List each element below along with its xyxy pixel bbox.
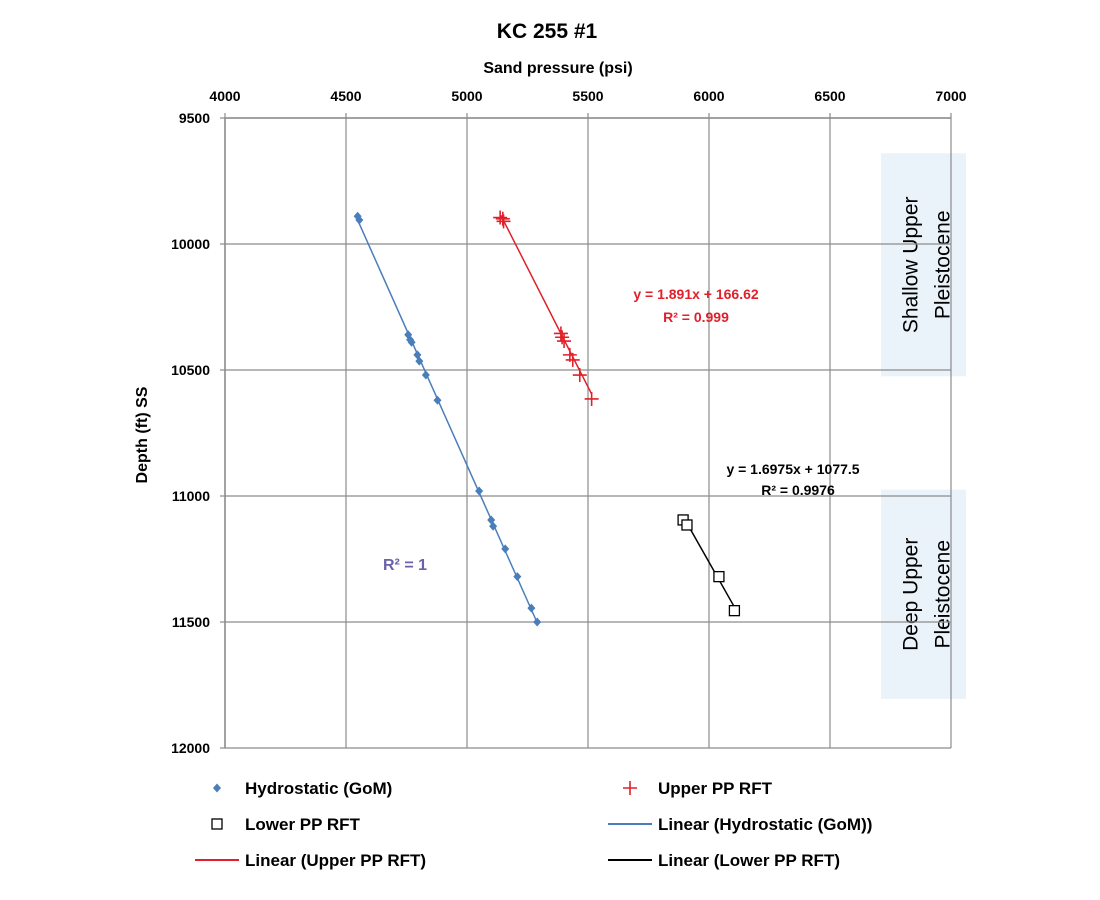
data-point — [533, 617, 542, 627]
data-point — [433, 395, 442, 405]
data-point — [501, 544, 510, 554]
data-point — [513, 572, 522, 582]
trendline-3 — [356, 218, 538, 623]
chart-title: KC 255 #1 — [497, 20, 598, 43]
data-point — [728, 605, 741, 617]
data-point — [489, 521, 498, 531]
data-point — [421, 370, 430, 380]
data-markers — [353, 210, 741, 627]
upper-trend-r2: R² = 0.999 — [663, 309, 729, 325]
zones: Shallow Upper Pleistocene Deep Upper Pleist… — [881, 153, 966, 699]
data-point — [415, 356, 424, 366]
data-point — [407, 337, 416, 347]
legend-item: Linear (Lower PP RFT) — [608, 851, 840, 870]
data-point — [355, 215, 364, 225]
legend-label: Linear (Upper PP RFT) — [245, 851, 426, 870]
legend-symbol — [623, 781, 637, 795]
y-tick-label: 12000 — [171, 740, 210, 756]
hydrostatic-trend-r2: R² = 1 — [383, 557, 427, 574]
trendlines — [356, 215, 736, 623]
legend: Hydrostatic (GoM) Upper PP RFT Lower PP RF… — [195, 779, 872, 870]
upper-trend-equation: y = 1.891x + 166.62 — [633, 286, 759, 302]
zone-label: Shallow Upper Pleistocene — [900, 197, 955, 334]
legend-label: Linear (Lower PP RFT) — [658, 851, 840, 870]
x-tick-label: 5500 — [572, 88, 603, 104]
data-point — [681, 519, 693, 531]
y-tick-label: 11000 — [172, 488, 210, 504]
lower-trend-r2: R² = 0.9976 — [761, 482, 835, 498]
x-tick-label: 4000 — [209, 88, 240, 104]
grid — [224, 117, 952, 749]
data-point — [493, 210, 508, 225]
trendline-5 — [682, 516, 736, 608]
data-point — [496, 214, 511, 229]
legend-label: Lower PP RFT — [245, 815, 361, 834]
zone-label-line: Shallow Upper — [900, 197, 923, 334]
data-point — [527, 603, 536, 613]
x-tick-label: 5000 — [451, 88, 482, 104]
data-point — [555, 330, 570, 345]
y-tick-label: 11500 — [172, 614, 210, 630]
legend-symbol — [211, 818, 223, 830]
x-tick-label: 6500 — [814, 88, 845, 104]
legend-item: Upper PP RFT — [623, 779, 773, 798]
data-point — [553, 326, 568, 341]
zone-label-line: Pleistocene — [932, 211, 955, 320]
zone-box — [881, 489, 966, 699]
data-point — [572, 368, 587, 383]
legend-item: Linear (Hydrostatic (GoM)) — [608, 815, 872, 834]
legend-label: Linear (Hydrostatic (GoM)) — [658, 815, 872, 834]
y-axis-title: Depth (ft) SS — [134, 386, 151, 483]
y-tick-label: 10500 — [171, 362, 210, 378]
data-point — [713, 570, 725, 583]
zone-box — [881, 153, 966, 377]
x-tick-label: 7000 — [935, 88, 966, 104]
legend-item: Lower PP RFT — [211, 815, 361, 834]
zone-label-line: Deep Upper — [900, 538, 923, 651]
x-tick-label: 6000 — [693, 88, 724, 104]
y-tick-label: 9500 — [179, 110, 210, 126]
trendline-4 — [500, 215, 593, 395]
legend-item: Linear (Upper PP RFT) — [195, 851, 426, 870]
legend-symbol — [213, 783, 221, 793]
legend-item: Hydrostatic (GoM) — [213, 779, 392, 798]
data-point — [565, 352, 580, 367]
data-point — [557, 334, 572, 349]
legend-label: Upper PP RFT — [658, 779, 773, 798]
y-tick-label: 10000 — [171, 236, 210, 252]
axes: 4000 4500 5000 5500 6000 6500 7000 9500 10000 105… — [171, 88, 967, 756]
x-tick-label: 4500 — [330, 88, 361, 104]
data-point — [475, 486, 484, 496]
x-axis-title: Sand pressure (psi) — [483, 60, 632, 77]
data-point — [584, 391, 599, 406]
lower-trend-equation: y = 1.6975x + 1077.5 — [726, 461, 859, 477]
legend-label: Hydrostatic (GoM) — [245, 779, 392, 798]
